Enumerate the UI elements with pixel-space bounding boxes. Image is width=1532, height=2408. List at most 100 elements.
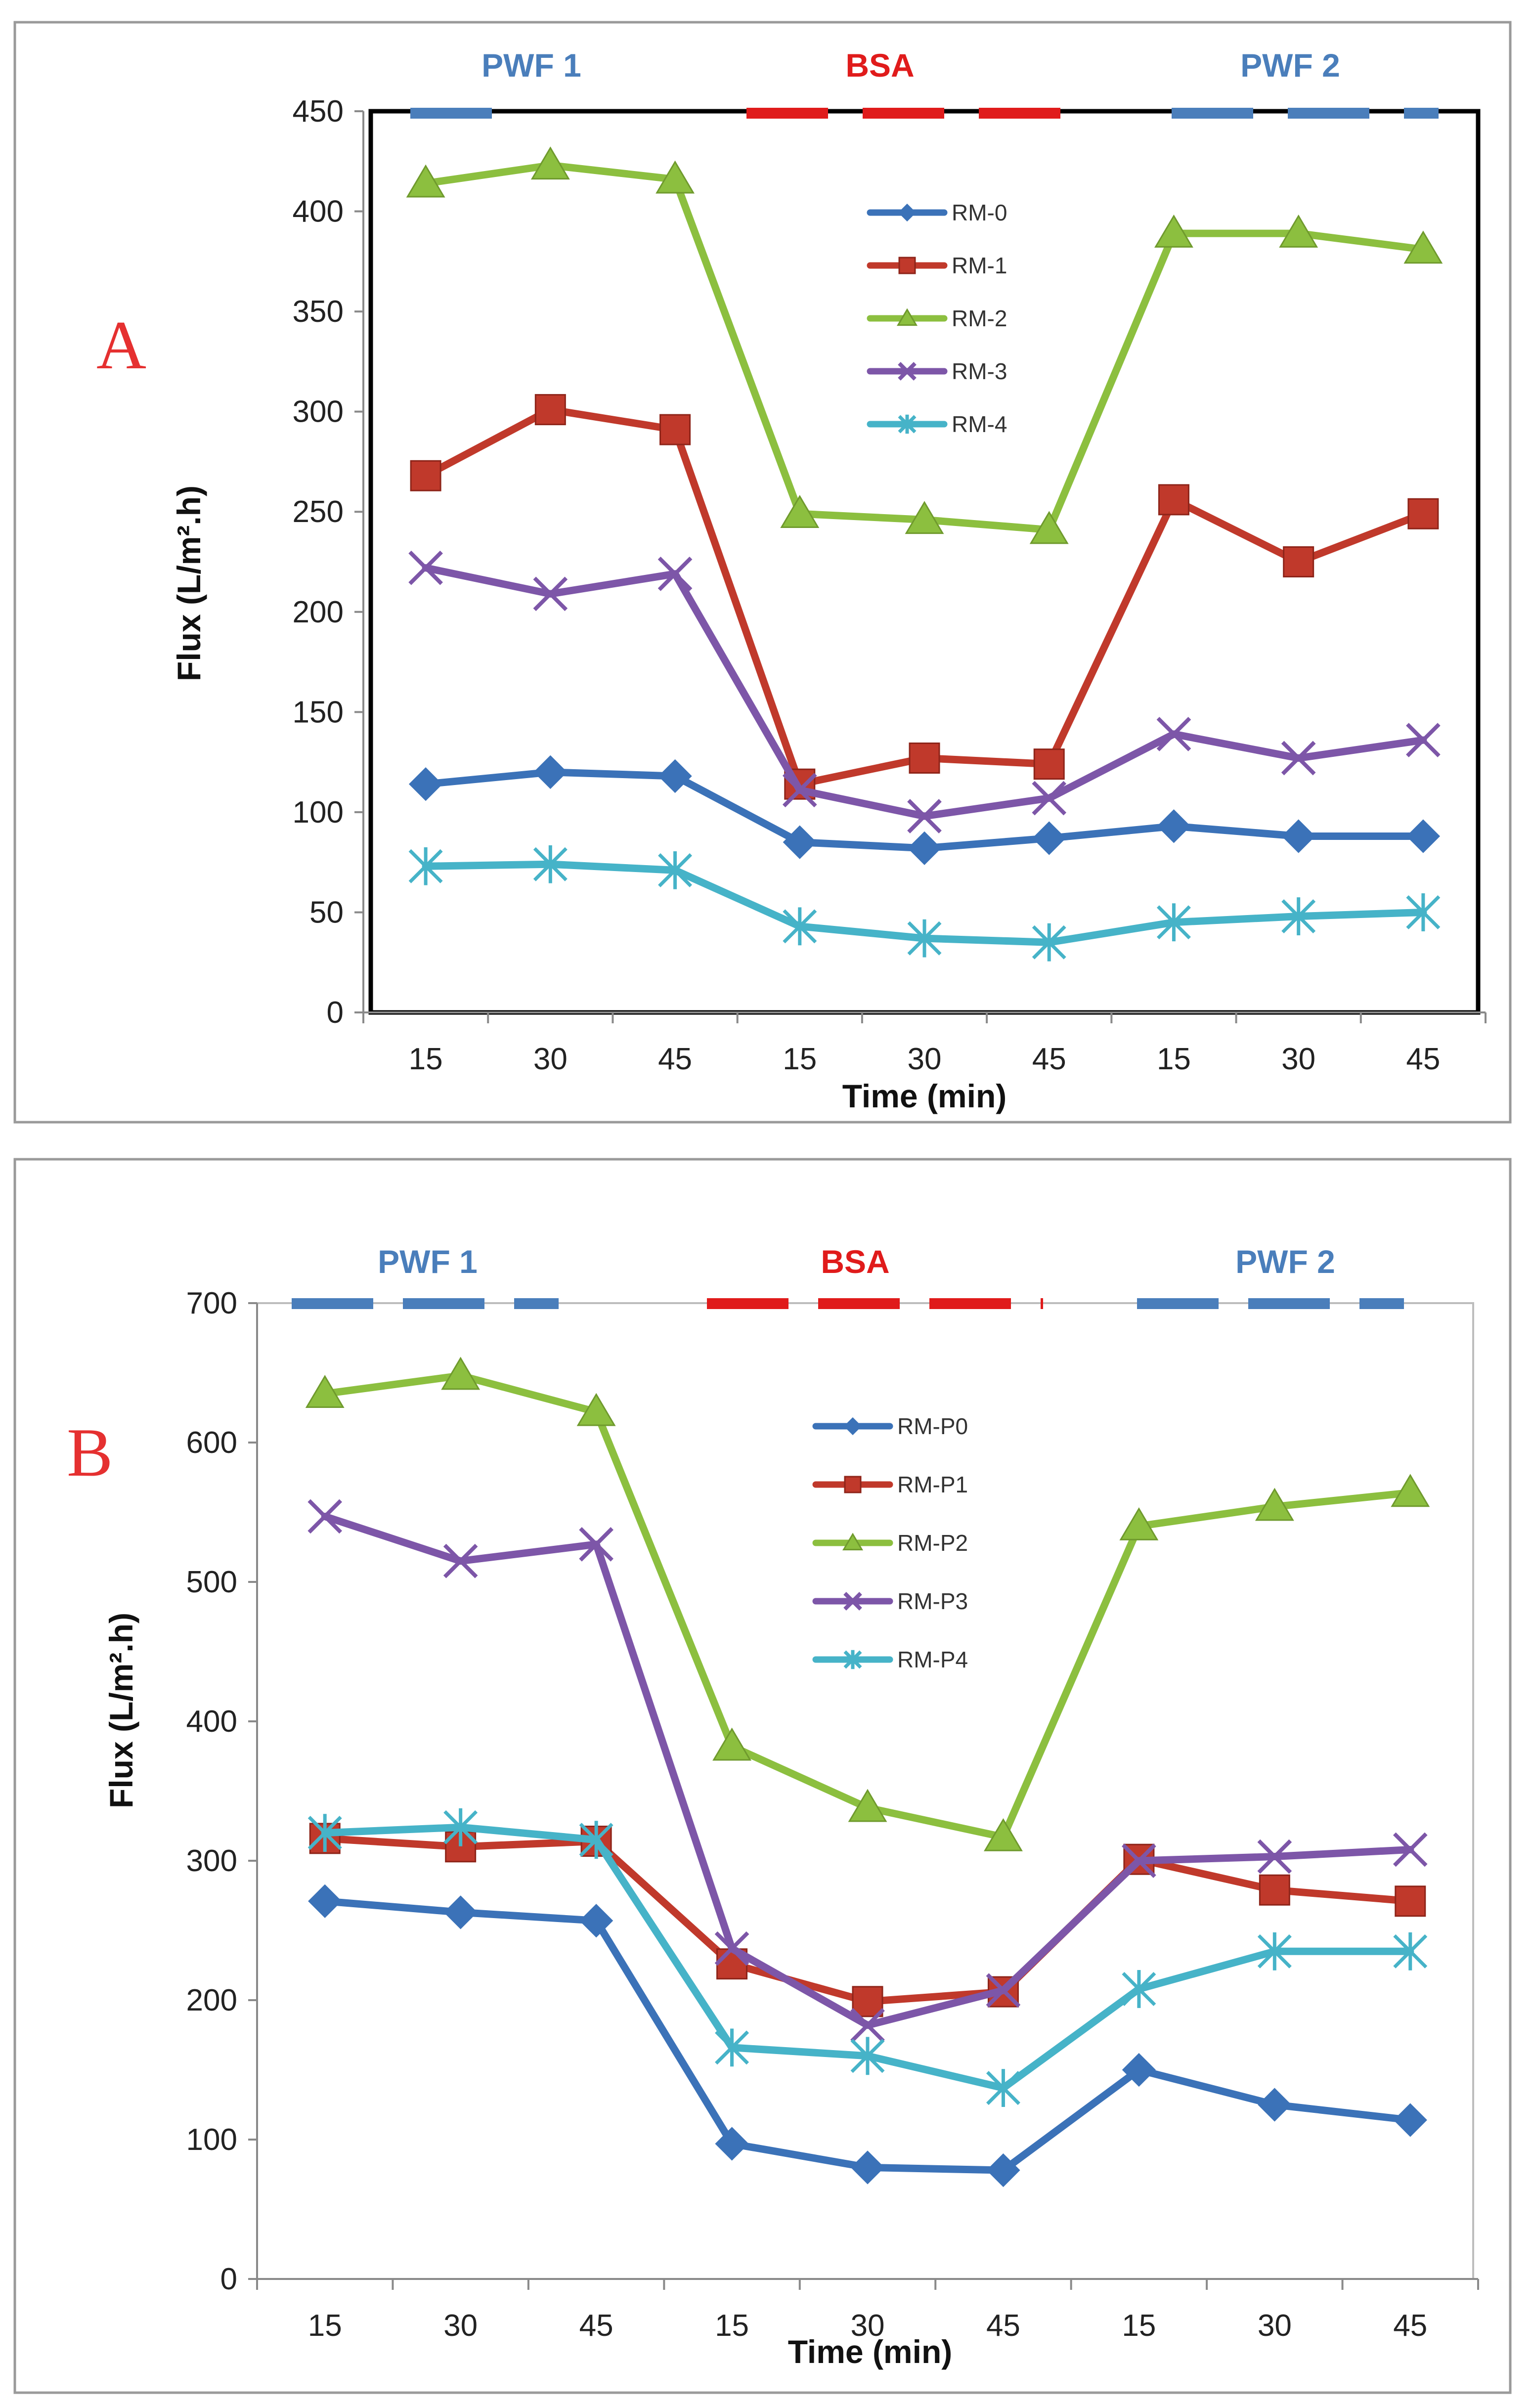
data-point (408, 767, 443, 801)
data-point (579, 1527, 613, 1562)
legend-label: RM-0 (952, 200, 1007, 225)
data-point (657, 556, 693, 591)
data-point (406, 164, 445, 198)
y-tick-label: 150 (293, 695, 344, 729)
data-point (410, 460, 441, 491)
data-point (441, 1357, 481, 1390)
data-point (579, 1904, 613, 1938)
data-point (443, 1895, 478, 1929)
data-point (534, 394, 566, 426)
phase-label: BSA (845, 47, 914, 84)
data-point (659, 414, 691, 445)
data-point (714, 1931, 749, 1966)
legend-marker (898, 203, 917, 222)
y-axis-title: Flux (L/m².h) (171, 485, 207, 681)
legend-marker (898, 257, 916, 274)
data-point (1122, 1970, 1156, 2008)
data-point (1281, 897, 1316, 935)
data-point (984, 1818, 1023, 1851)
data-point (1391, 1474, 1430, 1507)
data-point (712, 1727, 751, 1761)
data-point (305, 1375, 345, 1408)
panel-label: B (67, 1414, 113, 1491)
y-tick-label: 200 (186, 1983, 237, 2017)
phase-bar-dash (746, 108, 828, 119)
series-line (321, 1835, 1414, 2006)
data-point (1259, 1874, 1290, 1906)
data-point (1393, 2103, 1427, 2137)
legend-marker (843, 1592, 862, 1611)
x-tick-label: 45 (1032, 1042, 1066, 1076)
legend-label: RM-P2 (897, 1530, 968, 1556)
data-point (1279, 214, 1318, 248)
x-tick-label: 45 (986, 2309, 1020, 2343)
data-point (579, 1821, 613, 1859)
data-point (1032, 923, 1066, 962)
phase-bar-dash (1248, 1298, 1330, 1309)
data-point (1406, 819, 1441, 853)
y-tick-label: 100 (293, 795, 344, 830)
phase-bar-dash (514, 1298, 559, 1309)
phase-bar-dash (1288, 108, 1369, 119)
x-tick-label: 15 (783, 1042, 817, 1076)
y-tick-label: 350 (293, 295, 344, 329)
data-point (850, 2150, 885, 2185)
series-line (422, 161, 1427, 534)
phase-label: PWF 1 (481, 47, 581, 84)
phase-label: PWF 2 (1235, 1243, 1335, 1280)
x-tick-label: 30 (533, 1042, 568, 1076)
dynamic-layer: 0 100 200 300 400 500 600 700 15 30 45 15 30 45 15 30 45… (186, 1243, 1479, 2343)
phase-label: PWF 1 (378, 1243, 478, 1280)
data-point (715, 2028, 749, 2067)
data-point (408, 847, 443, 885)
phase-label: PWF 2 (1240, 47, 1340, 84)
phase-bar-dash (979, 108, 1060, 119)
phase-bar-dash (863, 108, 944, 119)
data-point (1406, 723, 1441, 757)
legend-marker (844, 1476, 862, 1493)
legend-label: RM-2 (952, 306, 1007, 331)
x-tick-label: 30 (908, 1042, 942, 1076)
data-point (907, 831, 942, 865)
data-point (533, 576, 568, 612)
data-point (656, 160, 695, 194)
data-point (308, 1884, 342, 1918)
data-point (850, 2008, 885, 2043)
panel-frame (13, 21, 1512, 1124)
data-point (1257, 1932, 1292, 1970)
data-point (907, 799, 942, 833)
chart-panel-b: B Flux (L/m².h) Time (min) 0 100 200 300 400… (13, 1158, 1512, 2394)
data-point (1156, 717, 1191, 751)
phase-bar-dash (929, 1298, 1011, 1309)
x-axis-title: Time (min) (788, 2333, 952, 2370)
phase-bar-dash (707, 1298, 788, 1309)
data-point (1032, 781, 1067, 816)
x-tick-label: 30 (443, 2309, 478, 2343)
data-point (1154, 214, 1193, 248)
data-point (1281, 741, 1316, 776)
series-line (422, 564, 1427, 820)
x-tick-label: 45 (579, 2309, 613, 2343)
data-point (1122, 1843, 1156, 1878)
legend-marker (898, 414, 917, 434)
series-line (321, 1897, 1414, 2174)
data-point (576, 1393, 616, 1426)
data-point (715, 2127, 749, 2161)
y-tick-label: 300 (186, 1844, 237, 1878)
data-point (1258, 2088, 1292, 2122)
data-point (1119, 1507, 1159, 1540)
y-tick-label: 50 (309, 895, 344, 929)
series-line (321, 1512, 1414, 2029)
data-point (1393, 1932, 1428, 1970)
data-point (1395, 1885, 1426, 1917)
data-point (986, 2069, 1020, 2107)
data-point (909, 743, 940, 774)
legend-marker (843, 1417, 862, 1436)
data-point (658, 759, 692, 793)
x-tick-label: 15 (1157, 1042, 1191, 1076)
phase-bar-dash (410, 108, 492, 119)
phase-bar-dash (292, 1298, 373, 1309)
data-point (848, 1789, 887, 1822)
phase-bar-dash (1137, 1298, 1219, 1309)
data-point (443, 1543, 478, 1578)
